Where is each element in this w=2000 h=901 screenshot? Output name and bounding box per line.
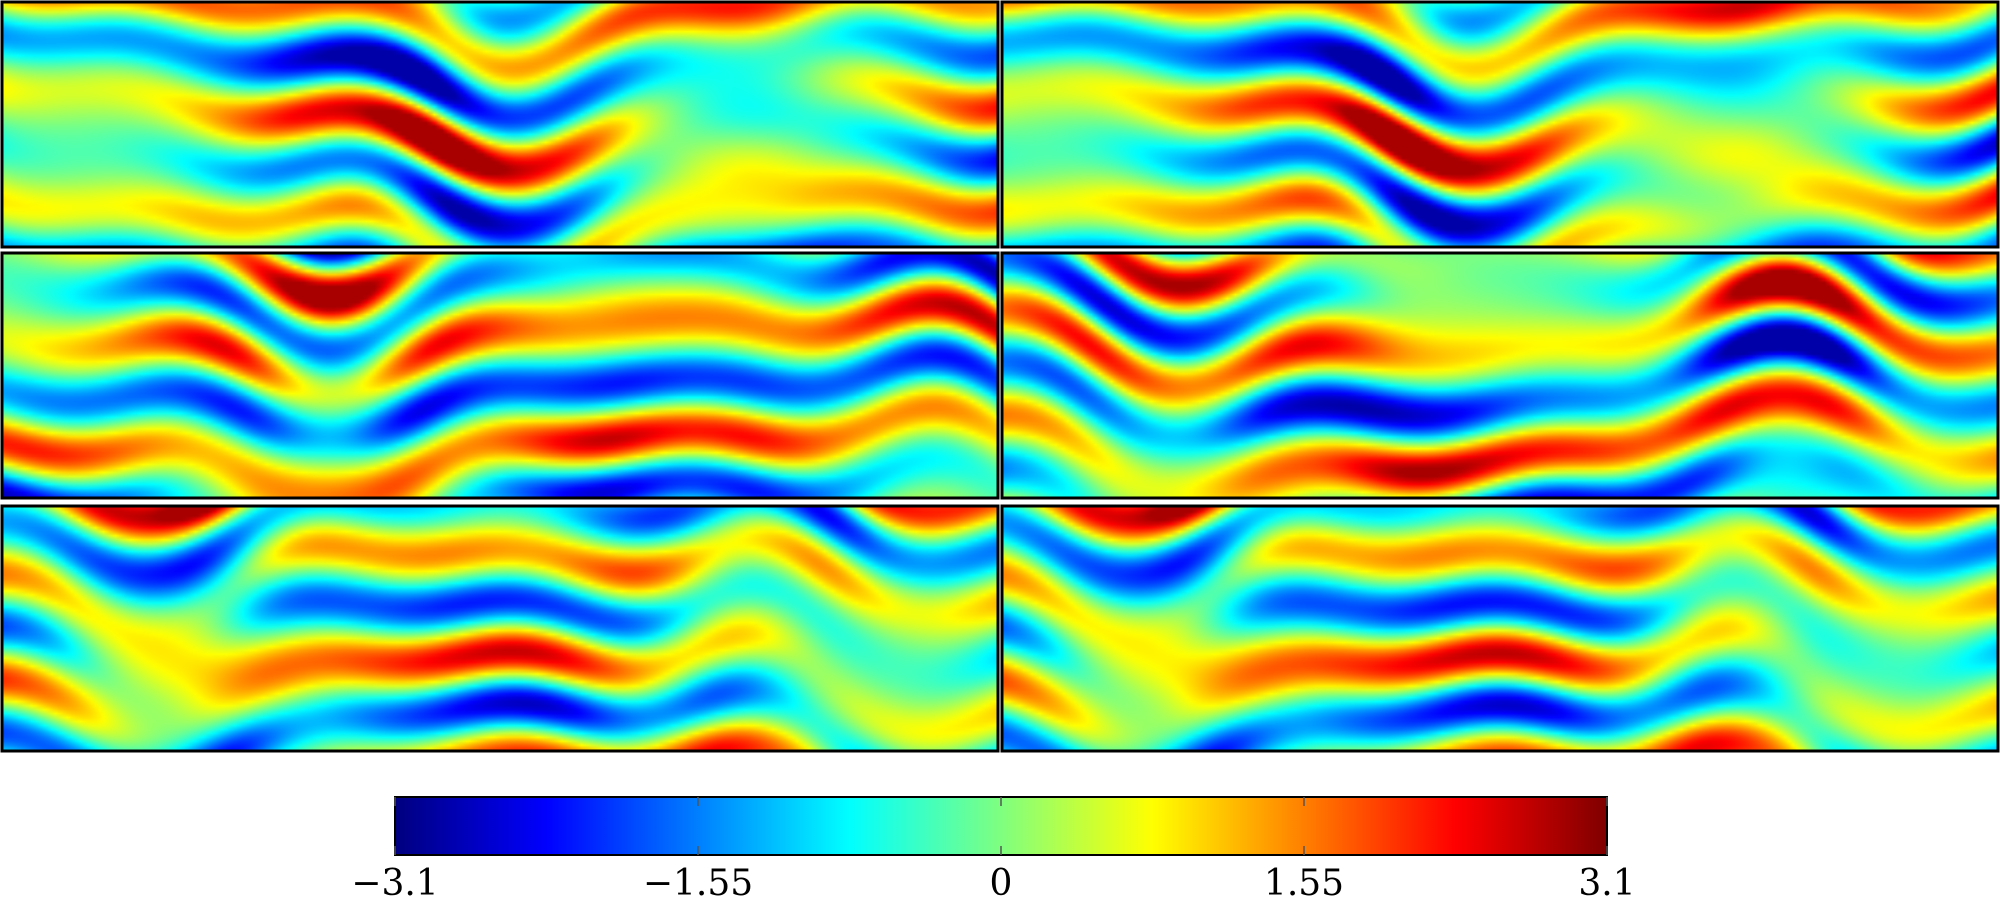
colorbar: −3.1 −1.55 0 1.55 3.1 <box>351 796 1636 901</box>
heatmap-panel-r0-c0 <box>2 2 998 247</box>
heatmap-panel-border <box>1000 0 2000 249</box>
heatmap-panel-r2-c0 <box>2 506 998 751</box>
colorbar-tick-label: 0 <box>990 863 1013 901</box>
colorbar-ticks <box>394 797 1608 855</box>
heatmap-panel-border <box>0 251 1000 500</box>
heatmap-panel-border <box>0 0 1000 249</box>
heatmap-panel-r0-c1 <box>1002 2 1998 247</box>
heatmap-panel-r1-c1 <box>1002 253 1998 498</box>
colorbar-tick-label: 3.1 <box>1578 863 1635 901</box>
heatmap-panels <box>0 0 2000 753</box>
colorbar-tick-label: 1.55 <box>1264 863 1344 901</box>
heatmap-panel-r2-c1 <box>1002 506 1998 751</box>
heatmap-panel-r1-c0 <box>2 253 998 498</box>
colorbar-tick-label: −3.1 <box>351 863 438 901</box>
heatmap-panel-border <box>0 504 1000 753</box>
colorbar-bar <box>394 796 1608 856</box>
colorbar-tick-label: −1.55 <box>643 863 753 901</box>
heatmap-panel-border <box>1000 251 2000 500</box>
colorbar-tick-labels: −3.1 −1.55 0 1.55 3.1 <box>351 863 1635 901</box>
heatmap-panel-border <box>1000 504 2000 753</box>
